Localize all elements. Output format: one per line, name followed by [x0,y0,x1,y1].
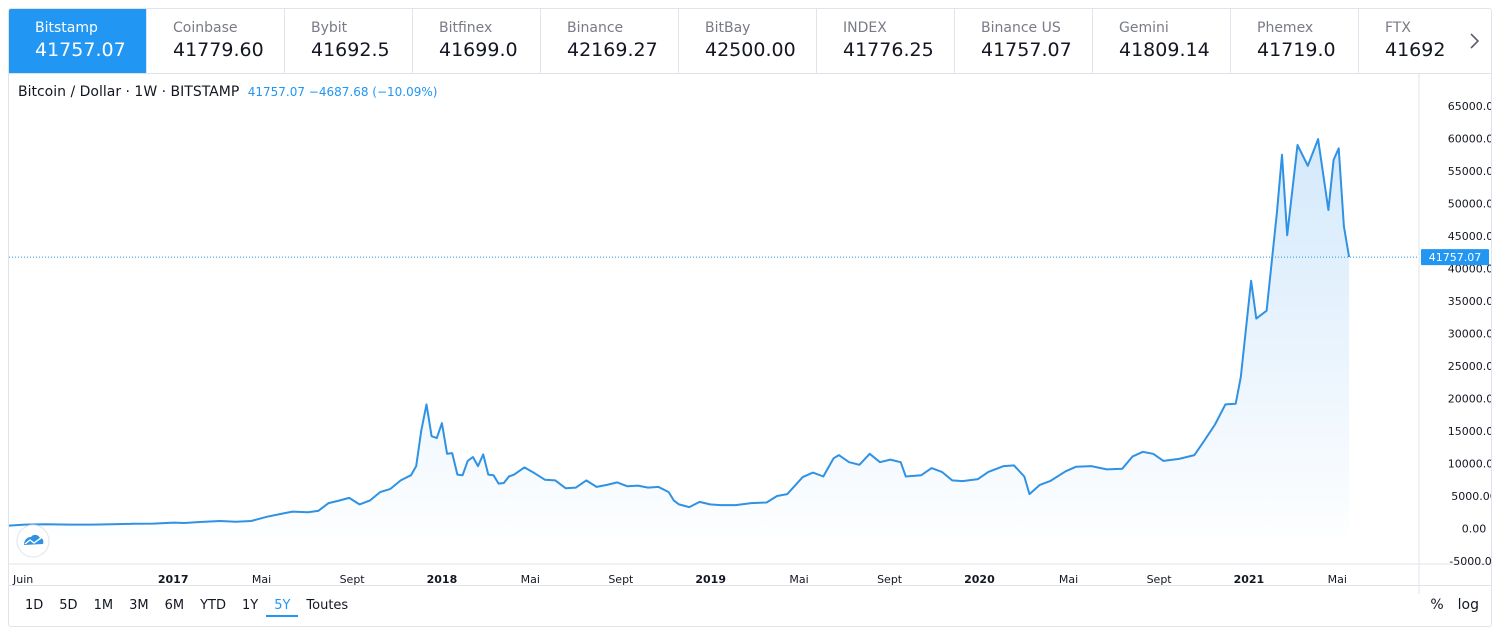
tradingview-cloud-icon[interactable] [16,524,50,558]
range-button-3m[interactable]: 3M [129,598,149,613]
legend-values: 41757.07 −4687.68 (−10.09%) [247,85,438,99]
range-button-1m[interactable]: 1M [93,598,114,613]
x-tick-label: Mai [252,573,271,586]
y-tick-label: 60000.00 [1448,133,1491,146]
tab-exchange-name: Coinbase [173,20,238,36]
x-tick-label: 2020 [964,573,995,586]
tab-ftx[interactable]: FTX 41692 [1359,9,1459,73]
tab-bitbay[interactable]: BitBay 42500.00 [679,9,817,73]
tab-bitfinex[interactable]: Bitfinex 41699.0 [413,9,541,73]
x-tick-label: Mai [789,573,808,586]
last-price-label: 41757.07 [1429,251,1482,264]
y-tick-label: 50000.00 [1448,198,1491,211]
next-tabs-button[interactable] [1457,9,1491,73]
y-tick-label: 5000.00 [1451,490,1491,503]
x-tick-label: 2017 [158,573,189,586]
chevron-right-icon [1470,33,1480,49]
tab-exchange-price: 41757.07 [981,39,1072,61]
tab-gemini[interactable]: Gemini 41809.14 [1093,9,1231,73]
tab-exchange-price: 41776.25 [843,39,934,61]
toolbar-divider [9,585,1491,586]
tab-exchange-price: 41692.5 [311,39,390,61]
tab-exchange-price: 41692 [1385,39,1446,61]
tab-exchange-name: Bybit [311,20,348,36]
x-tick-label: Mai [1328,573,1347,586]
tab-exchange-name: Bitfinex [439,20,493,36]
tab-exchange-price: 41779.60 [173,39,264,61]
tab-exchange-name: BitBay [705,20,751,36]
last-price-badge [1421,249,1489,266]
tab-phemex[interactable]: Phemex 41719.0 [1231,9,1359,73]
tab-exchange-name: Gemini [1119,20,1169,36]
log-scale-button[interactable]: log [1457,597,1479,613]
x-tick-label: Mai [521,573,540,586]
range-button-1y[interactable]: 1Y [241,598,259,613]
tab-binance[interactable]: Binance 42169.27 [541,9,679,73]
y-tick-label: -5000.00 [1449,555,1491,568]
tab-bitstamp[interactable]: Bitstamp 41757.07 [9,9,147,73]
x-tick-label: Sept [1147,573,1173,586]
x-tick-label: Mai [1059,573,1078,586]
price-chart[interactable]: -5000.00 0.00 5000.00 10000.00 15000.00 20000… [9,74,1491,594]
y-tick-label: 0.00 [1462,523,1487,536]
y-tick-label: 15000.00 [1448,425,1491,438]
tab-index[interactable]: INDEX 41776.25 [817,9,955,73]
range-selector: 1D 5D 1M 3M 6M YTD 1Y 5Y Toutes [17,595,356,617]
x-tick-label: Sept [877,573,903,586]
tab-exchange-price: 41809.14 [1119,39,1210,61]
tab-binance-us[interactable]: Binance US 41757.07 [955,9,1093,73]
y-tick-label: 10000.00 [1448,458,1491,471]
tab-exchange-name: FTX [1385,20,1411,36]
range-button-ytd[interactable]: YTD [200,598,226,613]
tab-bybit[interactable]: Bybit 41692.5 [285,9,413,73]
range-button-1d[interactable]: 1D [25,598,44,613]
tab-exchange-name: INDEX [843,20,887,36]
y-tick-label: 65000.00 [1448,100,1491,113]
tab-exchange-price: 41719.0 [1257,39,1336,61]
tab-exchange-price: 41757.07 [35,39,126,61]
range-button-6m[interactable]: 6M [164,598,185,613]
x-tick-label: Sept [608,573,634,586]
y-tick-label: 30000.00 [1448,328,1491,341]
y-tick-label: 40000.00 [1448,263,1491,276]
price-line [9,138,1351,527]
price-area-fill [9,139,1350,535]
chart-widget: Bitstamp 41757.07 Coinbase 41779.60 Bybit 416… [8,8,1492,627]
y-tick-label: 35000.00 [1448,295,1491,308]
tab-exchange-price: 42500.00 [705,39,796,61]
exchange-tabs: Bitstamp 41757.07 Coinbase 41779.60 Bybit 416… [9,9,1491,74]
tab-exchange-price: 42169.27 [567,39,658,61]
tab-exchange-name: Phemex [1257,20,1314,36]
percent-scale-button[interactable]: % [1430,597,1444,613]
tab-exchange-name: Binance [567,20,624,36]
chart-legend: Bitcoin / Dollar · 1W · BITSTAMP 41757.0… [18,84,437,100]
y-tick-label: 20000.00 [1448,393,1491,406]
y-tick-label: 55000.00 [1448,165,1491,178]
y-tick-label: 45000.00 [1448,230,1491,243]
scale-buttons: % log [1430,597,1479,613]
tab-exchange-price: 41699.0 [439,39,518,61]
tab-exchange-name: Bitstamp [35,20,98,36]
x-tick-label: 2019 [695,573,726,586]
x-tick-label: Juin [12,573,33,586]
range-button-5d[interactable]: 5D [59,598,78,613]
x-tick-label: 2021 [1234,573,1265,586]
range-button-5y[interactable]: 5Y [266,595,299,617]
tab-coinbase[interactable]: Coinbase 41779.60 [147,9,285,73]
x-tick-label: 2018 [427,573,458,586]
x-tick-label: Sept [340,573,366,586]
y-tick-label: 25000.00 [1448,360,1491,373]
range-button-toutes[interactable]: Toutes [306,598,349,613]
tab-exchange-name: Binance US [981,20,1061,36]
legend-symbol: Bitcoin / Dollar · 1W · BITSTAMP [18,84,240,100]
